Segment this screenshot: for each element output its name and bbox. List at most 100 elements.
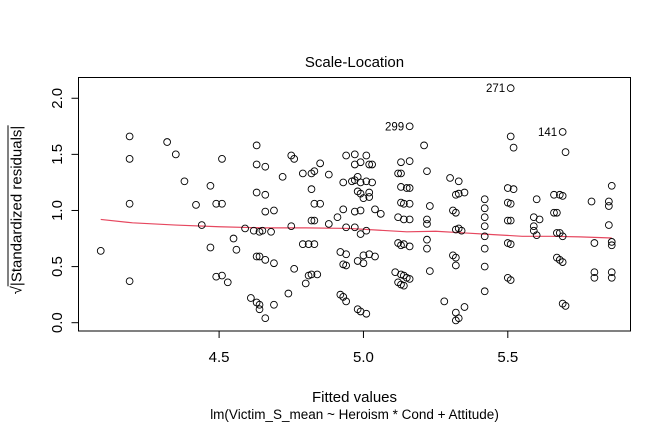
data-point (229, 234, 238, 243)
data-point (451, 208, 460, 217)
data-point (590, 273, 599, 282)
y-tick-label: 2.0 (49, 88, 66, 109)
data-point (310, 216, 319, 225)
chart-title: Scale-Location (304, 54, 405, 71)
data-point (561, 302, 570, 310)
data-point (241, 224, 249, 233)
data-point (310, 240, 319, 248)
data-point (423, 220, 431, 228)
data-point (426, 202, 434, 210)
data-point (506, 276, 515, 284)
data-point (261, 162, 270, 171)
point-label: 141 (538, 127, 557, 139)
data-point (604, 202, 613, 210)
data-point (397, 158, 405, 167)
data-point (400, 215, 408, 224)
data-point (342, 223, 350, 232)
data-point (460, 188, 469, 197)
data-point (270, 206, 278, 215)
data-point (362, 177, 371, 186)
data-point (270, 300, 278, 309)
data-point (301, 279, 310, 288)
y-tick-label: 1.5 (49, 144, 66, 165)
data-point (342, 297, 350, 306)
data-point (376, 209, 385, 218)
data-point (298, 240, 307, 248)
data-point (553, 208, 561, 217)
data-point (316, 159, 324, 168)
data-point (405, 242, 414, 251)
data-point (218, 271, 226, 280)
data-point (368, 160, 376, 169)
data-point (550, 190, 558, 199)
point-label: 299 (385, 121, 404, 133)
data-point (192, 201, 200, 209)
data-point (460, 303, 469, 311)
data-point (394, 169, 402, 178)
data-point (587, 197, 596, 206)
data-point (342, 261, 350, 270)
data-point (423, 235, 431, 244)
data-point (171, 150, 180, 159)
data-point (356, 178, 365, 187)
data-point (454, 189, 463, 198)
data-point (371, 252, 379, 261)
data-point (310, 199, 319, 208)
data-point (503, 184, 512, 192)
data-point (180, 177, 189, 186)
x-tick-label: 5.0 (353, 349, 374, 366)
x-axis-label: Fitted values (311, 389, 398, 406)
data-point (607, 273, 616, 282)
data-point (590, 239, 599, 247)
data-point (405, 157, 414, 165)
data-point (604, 197, 613, 206)
data-point (440, 297, 449, 306)
y-axis-label-text: |Standardized residuals| (7, 125, 26, 287)
data-point (480, 262, 489, 271)
data-point (359, 251, 368, 260)
data-point (267, 227, 275, 236)
data-point (255, 252, 264, 261)
data-point (550, 208, 558, 217)
data-point (261, 314, 270, 323)
data-point (397, 169, 405, 178)
y-tick-label: 1.0 (49, 200, 66, 221)
data-point (423, 167, 431, 176)
data-point (270, 259, 278, 268)
data-point (339, 205, 348, 214)
data-point (261, 190, 270, 199)
data-point (529, 222, 538, 231)
data-point (451, 253, 460, 262)
data-point (402, 184, 411, 192)
data-point (371, 205, 379, 214)
data-point (446, 174, 454, 182)
data-point (558, 232, 567, 241)
data-point (558, 258, 567, 266)
data-point (365, 188, 374, 197)
data-point (506, 216, 515, 225)
data-point (509, 185, 518, 194)
data-point (561, 148, 570, 156)
data-point (397, 183, 405, 191)
data-point (218, 199, 226, 208)
data-point (535, 215, 544, 224)
data-point (607, 241, 616, 250)
data-point (350, 223, 359, 232)
data-point (342, 151, 350, 160)
plot-border (78, 77, 631, 332)
data-point (359, 259, 368, 268)
data-point (356, 158, 365, 167)
data-point (261, 256, 270, 264)
data-point (451, 261, 460, 270)
data-point (125, 277, 134, 286)
y-axis-label-radical: √ (8, 286, 26, 295)
data-point (247, 294, 255, 302)
data-point (316, 199, 324, 208)
data-point (342, 250, 350, 259)
data-point (324, 220, 333, 228)
data-point (307, 185, 316, 194)
data-point (255, 300, 264, 309)
data-point (252, 141, 261, 150)
data-point (339, 178, 348, 187)
data-point (307, 216, 316, 225)
